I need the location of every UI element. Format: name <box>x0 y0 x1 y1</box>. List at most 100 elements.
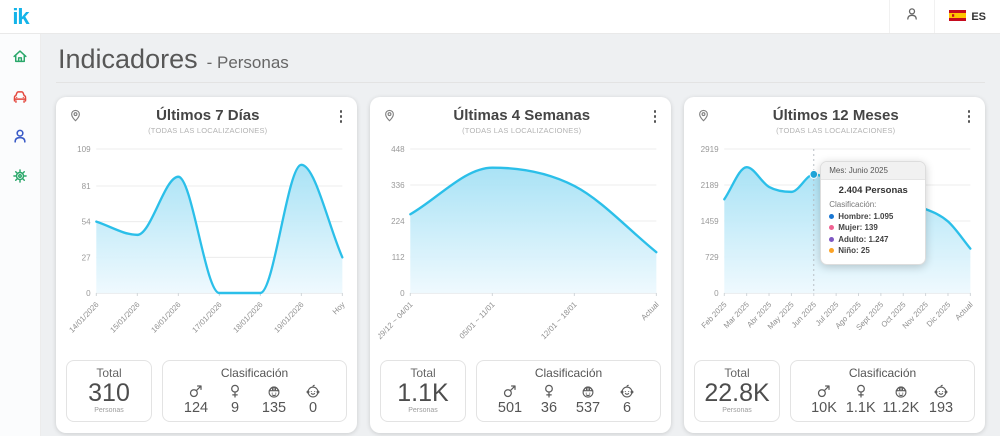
person-icon <box>11 127 29 150</box>
classification-item-female: 36 <box>534 383 564 416</box>
svg-text:Hoy: Hoy <box>331 300 347 317</box>
indicator-card: Últimas 4 Semanas (TODAS LAS LOCALIZACIO… <box>370 97 671 433</box>
child-icon <box>619 383 635 399</box>
total-box: Total 1.1K Personas <box>380 360 466 422</box>
svg-text:Dic 2025: Dic 2025 <box>925 299 953 328</box>
classification-item-child: 6 <box>612 383 642 416</box>
tooltip-item: Mujer: 139 <box>829 223 917 232</box>
classification-box: Clasificación 501 36 537 <box>476 360 661 422</box>
svg-text:Actual: Actual <box>639 300 660 322</box>
svg-text:0: 0 <box>400 288 405 298</box>
sidebar-item-home[interactable] <box>8 46 32 70</box>
classification-value: 6 <box>622 400 632 416</box>
adult-icon <box>580 383 596 399</box>
chart-area: 448 336 224 112 0 29/12 ~ 04/01 05/01 ~ 11/01 1… <box>378 137 663 359</box>
gear-icon <box>11 167 29 190</box>
spain-flag-icon <box>949 8 967 26</box>
location-pin-icon <box>68 108 83 128</box>
sidebar-item-vehicles[interactable] <box>8 86 32 110</box>
area-chart[interactable]: 109 81 54 27 0 14/01/2026 15/01/2026 16/01/2026… <box>64 137 349 359</box>
total-unit: Personas <box>722 407 752 414</box>
card-header: Últimos 7 Días (TODAS LAS LOCALIZACIONES… <box>64 105 349 135</box>
svg-text:18/01/2026: 18/01/2026 <box>231 300 264 335</box>
kebab-menu-icon[interactable] <box>333 105 350 128</box>
total-value: 310 <box>88 379 130 407</box>
tooltip-month: Mes: Junio 2025 <box>821 162 926 180</box>
card-header: Últimas 4 Semanas (TODAS LAS LOCALIZACIO… <box>378 105 663 135</box>
svg-text:1459: 1459 <box>701 216 719 226</box>
indicator-card: Últimos 12 Meses (TODAS LAS LOCALIZACION… <box>684 97 985 433</box>
card-title: Últimos 12 Meses <box>772 107 899 124</box>
total-value: 1.1K <box>397 379 449 407</box>
sidebar-item-persons[interactable] <box>8 126 32 150</box>
classification-item-adult: 11.2K <box>882 383 919 416</box>
header-divider <box>56 82 985 83</box>
female-icon <box>227 383 243 399</box>
classification-title: Clasificación <box>220 366 289 380</box>
male-icon <box>816 383 832 399</box>
svg-text:2189: 2189 <box>701 180 719 190</box>
sidebar-item-settings[interactable] <box>8 166 32 190</box>
classification-value: 124 <box>183 400 209 416</box>
cards-row: Últimos 7 Días (TODAS LAS LOCALIZACIONES… <box>56 97 985 433</box>
sidebar <box>0 34 41 436</box>
stats-row: Total 22.8K Personas Clasificación 10K 1… <box>692 360 977 422</box>
language-selector[interactable]: ES <box>934 0 1000 33</box>
classification-item-child: 0 <box>298 383 328 416</box>
male-icon <box>188 383 204 399</box>
svg-text:19/01/2026: 19/01/2026 <box>272 300 305 335</box>
classification-value: 1.1K <box>845 400 876 416</box>
svg-text:2919: 2919 <box>701 144 719 154</box>
female-icon <box>541 383 557 399</box>
svg-text:729: 729 <box>705 252 719 262</box>
classification-value: 135 <box>261 400 287 416</box>
svg-text:109: 109 <box>77 144 91 154</box>
area-chart[interactable]: 448 336 224 112 0 29/12 ~ 04/01 05/01 ~ 11/01 1… <box>378 137 663 359</box>
classification-item-female: 1.1K <box>846 383 876 416</box>
male-icon <box>502 383 518 399</box>
language-label: ES <box>971 10 986 23</box>
chart-area: 2919 2189 1459 729 0 Feb 2025 Mar 2025 Abr 2025… <box>692 137 977 359</box>
main-content: Indicadores - Personas Últimos 7 Días (T… <box>41 34 1000 436</box>
classification-value: 10K <box>811 400 837 416</box>
total-label: Total <box>96 366 122 380</box>
legend-dot <box>829 248 835 253</box>
classification-value: 36 <box>540 400 558 416</box>
page-title: Indicadores <box>58 44 198 74</box>
legend-dot <box>829 225 835 230</box>
tooltip-total: 2.404 Personas <box>838 185 908 196</box>
adult-icon <box>266 383 282 399</box>
svg-text:29/12 ~ 04/01: 29/12 ~ 04/01 <box>378 300 415 341</box>
car-icon <box>11 87 29 110</box>
child-icon <box>305 383 321 399</box>
classification-value: 0 <box>308 400 318 416</box>
indicator-card: Últimos 7 Días (TODAS LAS LOCALIZACIONES… <box>56 97 357 433</box>
svg-text:05/01 ~ 11/01: 05/01 ~ 11/01 <box>458 300 497 341</box>
classification-title: Clasificación <box>534 366 603 380</box>
topbar: ik ES <box>0 0 1000 34</box>
card-title: Últimos 7 Días <box>156 107 260 124</box>
kebab-menu-icon[interactable] <box>647 105 664 128</box>
card-subtitle: (TODAS LAS LOCALIZACIONES) <box>148 126 268 135</box>
app-logo[interactable]: ik <box>12 3 29 29</box>
svg-text:Actual: Actual <box>953 300 974 322</box>
card-header: Últimos 12 Meses (TODAS LAS LOCALIZACION… <box>692 105 977 135</box>
svg-text:224: 224 <box>391 216 405 226</box>
classification-box: Clasificación 124 9 135 <box>162 360 347 422</box>
child-icon <box>933 383 949 399</box>
classification-value: 193 <box>928 400 954 416</box>
card-subtitle: (TODAS LAS LOCALIZACIONES) <box>776 126 896 135</box>
svg-text:Jun 2025: Jun 2025 <box>790 299 819 329</box>
kebab-menu-icon[interactable] <box>961 105 978 128</box>
classification-item-adult: 135 <box>259 383 289 416</box>
female-icon <box>853 383 869 399</box>
svg-text:27: 27 <box>82 252 91 262</box>
total-box: Total 22.8K Personas <box>694 360 780 422</box>
classification-item-female: 9 <box>220 383 250 416</box>
tooltip-classification-label: Clasificación: <box>829 200 877 209</box>
classification-item-adult: 537 <box>573 383 603 416</box>
tooltip-item: Niño: 25 <box>829 246 917 255</box>
classification-value: 501 <box>497 400 523 416</box>
classification-item-male: 124 <box>181 383 211 416</box>
user-menu-button[interactable] <box>889 0 935 33</box>
